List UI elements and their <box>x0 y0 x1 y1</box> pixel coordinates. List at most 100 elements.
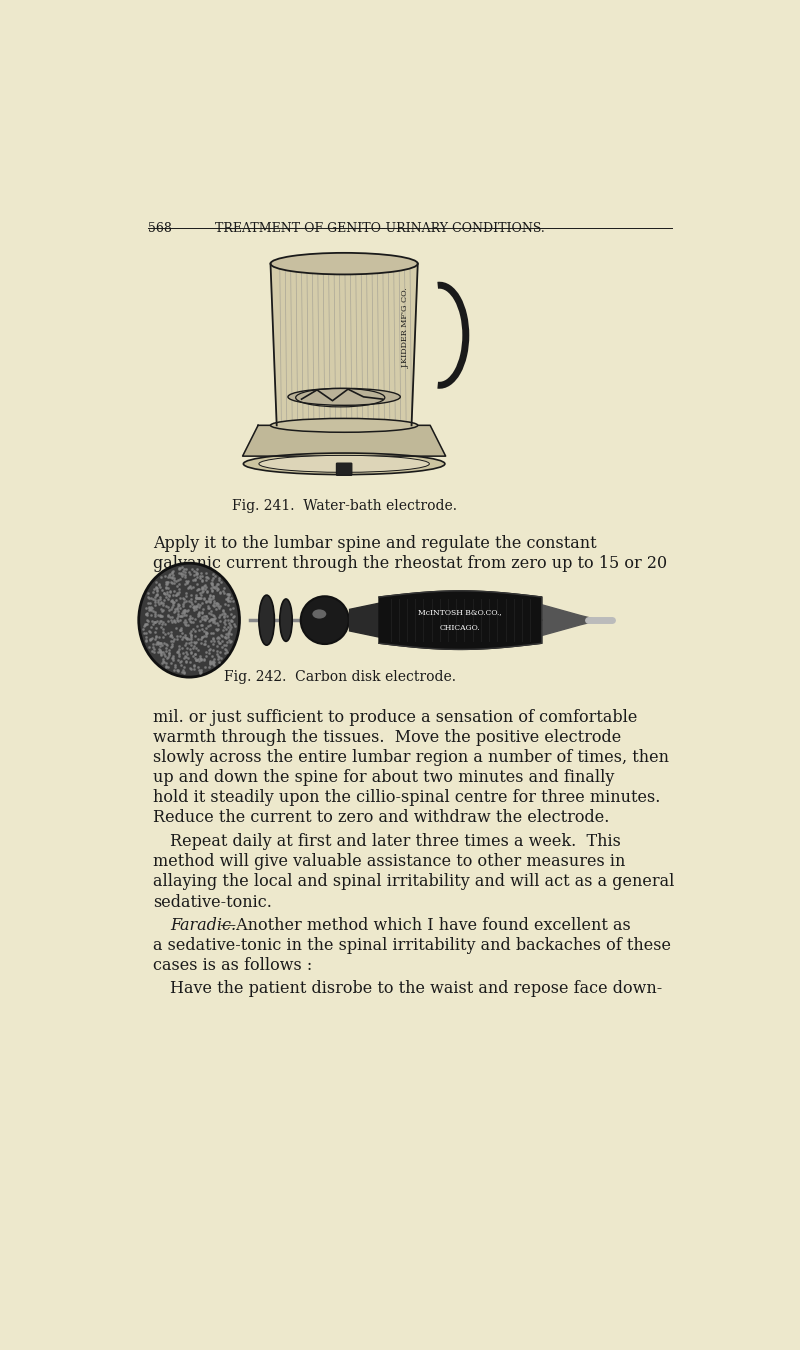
Point <box>176 566 189 587</box>
Point <box>224 587 237 609</box>
Point <box>218 609 231 630</box>
Point <box>205 572 218 594</box>
Point <box>166 636 178 657</box>
Point <box>182 614 194 636</box>
Point <box>145 617 158 639</box>
Point <box>204 614 217 636</box>
Ellipse shape <box>270 252 418 274</box>
Point <box>206 586 219 608</box>
Point <box>155 644 168 666</box>
Point <box>218 612 230 633</box>
Point <box>212 628 225 649</box>
Point <box>211 626 224 648</box>
Point <box>190 587 202 609</box>
Point <box>207 576 220 598</box>
Text: Reduce the current to zero and withdraw the electrode.: Reduce the current to zero and withdraw … <box>153 809 609 826</box>
Ellipse shape <box>243 454 445 475</box>
Point <box>198 625 210 647</box>
Point <box>194 587 207 609</box>
Point <box>170 598 183 620</box>
Point <box>170 628 183 649</box>
Point <box>202 587 215 609</box>
Text: warmth through the tissues.  Move the positive electrode: warmth through the tissues. Move the pos… <box>153 729 621 745</box>
Point <box>179 583 192 605</box>
Point <box>146 601 159 622</box>
Point <box>143 591 156 613</box>
Text: Faradic.: Faradic. <box>170 917 236 934</box>
Point <box>206 610 219 632</box>
Point <box>138 614 151 636</box>
Point <box>167 645 180 667</box>
Point <box>204 630 217 652</box>
Point <box>185 629 198 651</box>
Point <box>154 640 166 662</box>
Point <box>200 591 213 613</box>
Point <box>152 639 165 660</box>
Point <box>206 563 219 585</box>
Point <box>174 587 187 609</box>
Point <box>198 587 210 609</box>
Point <box>198 578 211 599</box>
Point <box>215 630 228 652</box>
Point <box>224 598 237 620</box>
Point <box>185 612 198 633</box>
Point <box>152 572 165 594</box>
Point <box>165 562 178 583</box>
Point <box>153 612 166 633</box>
Point <box>184 657 197 679</box>
Point <box>189 562 202 583</box>
Point <box>160 640 173 662</box>
Point <box>194 594 206 616</box>
Point <box>145 599 158 621</box>
Point <box>174 597 186 618</box>
Point <box>140 630 153 652</box>
Point <box>186 637 199 659</box>
Point <box>198 630 211 652</box>
Point <box>160 652 173 674</box>
Point <box>209 613 222 634</box>
Point <box>223 585 236 606</box>
Point <box>142 597 155 618</box>
Point <box>174 620 186 641</box>
Point <box>181 601 194 622</box>
Point <box>225 610 238 632</box>
Point <box>162 605 174 626</box>
Point <box>164 571 177 593</box>
Point <box>203 602 216 624</box>
Point <box>180 605 193 626</box>
Point <box>183 562 196 583</box>
Point <box>159 624 172 645</box>
Point <box>186 608 199 629</box>
Point <box>178 591 190 613</box>
Point <box>180 628 193 649</box>
Point <box>178 648 190 670</box>
Point <box>223 590 236 612</box>
Text: Fig. 241.  Water-bath electrode.: Fig. 241. Water-bath electrode. <box>232 500 457 513</box>
Point <box>214 580 226 602</box>
Point <box>211 578 224 599</box>
Point <box>199 641 212 663</box>
Point <box>218 639 231 660</box>
Point <box>178 662 190 683</box>
Point <box>203 651 216 672</box>
Point <box>209 608 222 629</box>
Point <box>222 587 234 609</box>
Point <box>204 651 217 672</box>
Point <box>222 620 235 641</box>
Point <box>148 637 161 659</box>
Point <box>188 632 201 653</box>
Point <box>198 620 210 641</box>
Point <box>142 610 154 632</box>
Point <box>190 632 203 653</box>
Point <box>158 652 170 674</box>
Text: —Another method which I have found excellent as: —Another method which I have found excel… <box>220 917 631 934</box>
Point <box>171 575 184 597</box>
Point <box>141 609 154 630</box>
Point <box>167 610 180 632</box>
Point <box>180 559 193 580</box>
Point <box>154 605 166 626</box>
Point <box>154 605 167 626</box>
Point <box>152 626 165 648</box>
Point <box>177 563 190 585</box>
Point <box>211 640 224 662</box>
